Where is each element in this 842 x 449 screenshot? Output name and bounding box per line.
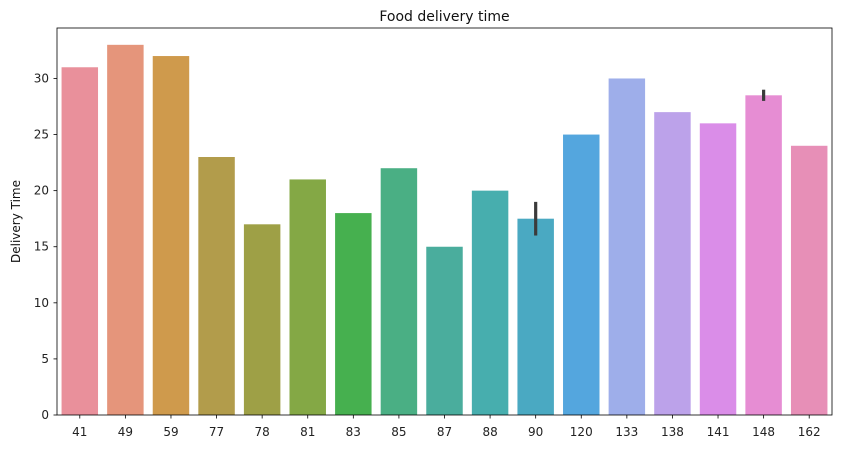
- bar-83: [335, 213, 372, 415]
- x-tick-label: 77: [209, 425, 224, 439]
- bar-138: [654, 112, 691, 415]
- y-axis-ticks: 0 5 10 15 20 25 30: [34, 71, 57, 422]
- bar-77: [198, 157, 235, 415]
- bars-group: [61, 44, 828, 416]
- x-tick-label: 78: [255, 425, 270, 439]
- bar-148: [745, 95, 782, 415]
- y-tick-label: 25: [34, 128, 49, 142]
- x-tick-label: 90: [528, 425, 543, 439]
- bar-81: [289, 179, 326, 415]
- x-tick-label: 83: [346, 425, 361, 439]
- x-tick-label: 138: [661, 425, 684, 439]
- y-tick-label: 30: [34, 71, 49, 85]
- x-tick-label: 41: [72, 425, 87, 439]
- bar-162: [790, 145, 828, 416]
- bar-59: [152, 56, 190, 415]
- chart-title: Food delivery time: [379, 9, 509, 25]
- bar-85: [380, 168, 418, 415]
- bar-49: [107, 44, 144, 416]
- x-tick-label: 120: [570, 425, 593, 439]
- x-tick-label: 133: [615, 425, 638, 439]
- bar-133: [608, 78, 646, 415]
- bar-120: [563, 134, 600, 415]
- x-tick-label: 49: [118, 425, 133, 439]
- y-tick-label: 0: [41, 408, 49, 422]
- bar-88: [471, 190, 509, 415]
- x-tick-label: 81: [300, 425, 315, 439]
- bar-87: [426, 246, 463, 415]
- bar-90: [517, 218, 554, 415]
- x-tick-label: 85: [391, 425, 406, 439]
- plot-frame: [56, 27, 833, 416]
- bar-78: [243, 224, 281, 415]
- y-tick-label: 15: [34, 240, 49, 254]
- y-tick-label: 10: [34, 296, 49, 310]
- y-tick-label: 20: [34, 184, 49, 198]
- x-tick-label: 87: [437, 425, 452, 439]
- x-tick-label: 148: [752, 425, 775, 439]
- x-tick-label: 162: [798, 425, 821, 439]
- x-axis-ticks: 41 49 59 77 78 81 83 85 87 88 90 120 133 138 141 148 162: [72, 415, 821, 439]
- x-tick-label: 59: [163, 425, 178, 439]
- y-axis-label: Delivery Time: [9, 180, 23, 263]
- x-tick-label: 141: [707, 425, 730, 439]
- x-tick-label: 88: [482, 425, 497, 439]
- y-tick-label: 5: [41, 352, 49, 366]
- bar-141: [699, 123, 737, 415]
- bar-41: [61, 67, 99, 416]
- error-bars-group: [534, 89, 766, 236]
